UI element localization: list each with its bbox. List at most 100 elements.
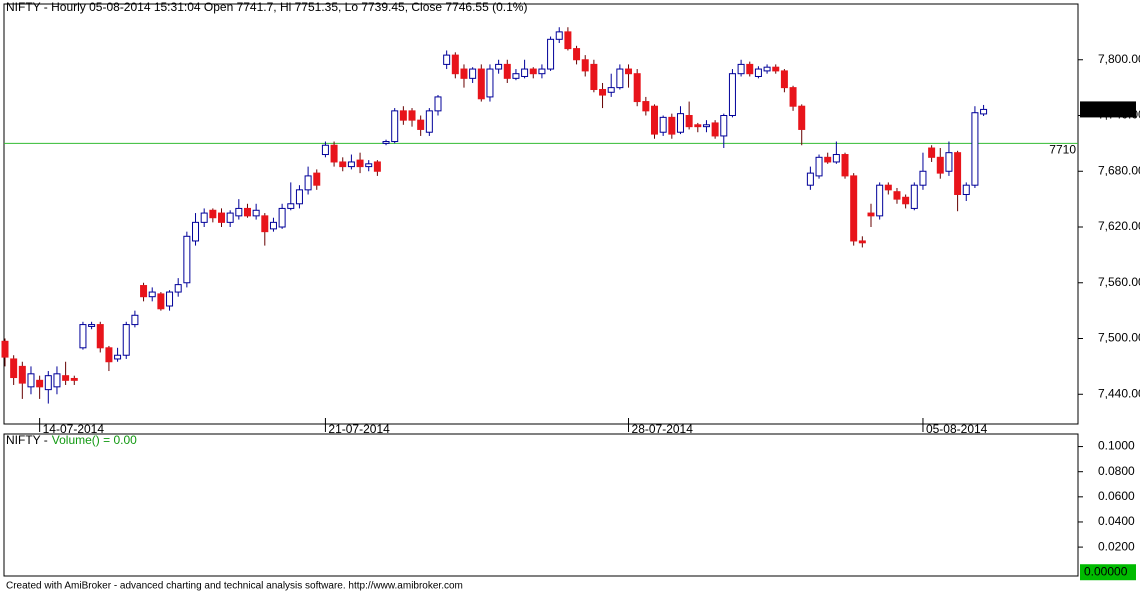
y-tick-label: 0.1000 [1098,439,1135,453]
candle-body [88,324,96,327]
candle-body [166,291,174,307]
y-tick-label: 0.0400 [1098,514,1135,528]
candle-body [252,209,260,217]
candle-body [746,63,754,75]
x-tick-label: 14-07-2014 [43,422,105,436]
candle-body [347,161,355,168]
candle-body [928,147,936,158]
candle-body [599,88,607,96]
volume-indicator: Volume() = 0.00 [52,433,137,447]
candle-body [477,68,485,100]
candle-body [780,70,788,89]
candle-body [53,373,61,388]
candle-body [824,156,832,163]
candle-body [304,175,312,191]
candle-body [867,212,875,217]
candle-body [815,156,823,177]
candle-body [373,161,381,172]
candle-body [980,108,988,115]
candle-body [443,54,451,65]
candle-body [495,63,503,70]
candle-body [399,110,407,121]
y-tick-label: 7,620.00 [1098,219,1140,233]
candle-body [754,68,762,77]
candle-body [295,189,303,205]
price-panel [3,3,1079,425]
candle-body [832,154,840,163]
candle-body [209,209,217,219]
candle-body [651,105,658,135]
candle-body [96,324,104,349]
candle-body [772,66,780,72]
candle-body [676,113,684,133]
candle-body [910,184,918,209]
candle-body [659,116,667,133]
candle-body [408,110,416,121]
candle-body [936,156,944,174]
candle-body [200,212,208,223]
candle-body [555,31,563,40]
candle-body [737,63,745,75]
candle-body [590,63,598,90]
x-tick-label: 21-07-2014 [328,422,390,436]
candle-body [27,373,35,388]
candle-body [625,68,633,75]
y-tick-label: 0.0800 [1098,464,1135,478]
candle-body [564,31,572,50]
candle-body [512,73,520,79]
y-tick-label: 0.0200 [1098,539,1135,553]
candle-body [391,110,399,143]
candle-body [261,215,269,233]
candle-body [218,212,225,223]
candle-body [339,161,347,168]
candle-body [858,240,866,244]
candle-body [841,154,849,177]
candle-body [702,124,710,128]
last-value-label: 0.00000 [1084,564,1128,578]
candle-body [876,184,884,217]
candle-body [451,54,459,75]
candle-body [668,116,676,135]
candle-body [954,152,962,195]
candle-body [798,105,806,130]
candle-body [434,96,442,112]
candle-body [711,122,719,137]
candle-body [1,340,9,358]
candle-body [720,115,728,137]
candle-body [607,87,615,93]
candle-body [235,207,243,217]
candle-body [330,144,338,163]
y-tick-label: 7,500.00 [1098,331,1140,345]
candle-body [157,293,165,310]
candle-body [36,379,44,388]
last-price-label: 7,746.55 [1084,102,1131,116]
x-tick-label: 28-07-2014 [632,422,694,436]
candle-body [321,144,329,156]
candle-body [105,347,113,363]
last-value-box [1080,564,1136,581]
y-tick-label: 7,440.00 [1098,386,1140,400]
last-price-box [1080,101,1136,118]
candle-body [356,159,364,168]
candle-body [529,68,537,75]
candle-body [131,314,139,326]
candle-body [945,152,953,172]
candle-body [70,377,78,381]
candle-body [884,184,892,191]
candle-body [313,172,321,186]
candle-body [79,324,87,349]
candle-body [44,375,52,391]
candle-body [893,191,901,200]
candle-body [962,184,970,195]
candle-body [148,291,156,298]
candle-body [417,119,425,130]
candle-body [269,221,277,230]
candle-body [538,68,546,75]
candle-body [114,354,122,360]
candle-body [226,212,234,223]
y-tick-label: 7,680.00 [1098,163,1140,177]
candle-body [806,172,814,186]
candle-body [728,73,736,117]
candle-body [902,196,910,205]
